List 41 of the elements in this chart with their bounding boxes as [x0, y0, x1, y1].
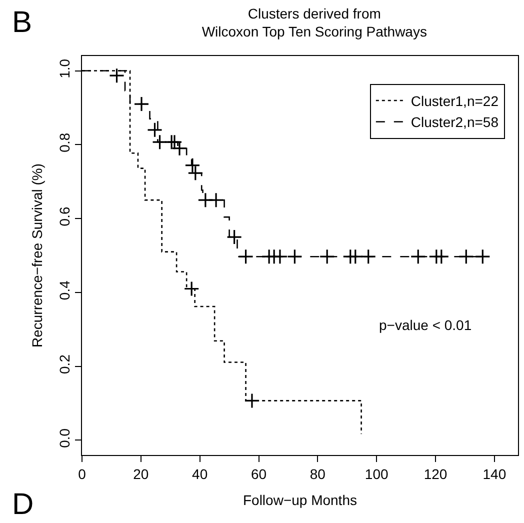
- x-tick-label: 140: [482, 466, 506, 482]
- y-tick-label: 1.0: [56, 58, 72, 78]
- point: [348, 248, 364, 264]
- point: [434, 248, 450, 264]
- x-tick-label: 100: [364, 466, 388, 482]
- point: [360, 248, 376, 264]
- x-tick-label: 60: [250, 466, 267, 482]
- point: [146, 122, 163, 138]
- y-tick-label: 0.8: [56, 132, 72, 152]
- point: [108, 68, 125, 84]
- chart-title: Clusters derived from Wilcoxon Top Ten Scoring Pathways: [202, 5, 427, 40]
- text: B: [12, 6, 32, 39]
- x-axis-title: Follow−up Months: [242, 492, 358, 508]
- x-tick-label: 0: [78, 466, 86, 482]
- point: [208, 192, 224, 208]
- x-tick-label: 120: [424, 466, 448, 482]
- point: [238, 248, 254, 264]
- point: [184, 158, 200, 174]
- x-tick-label: 80: [310, 466, 326, 482]
- point: [184, 280, 200, 297]
- y-tick-label: 0.6: [56, 206, 72, 226]
- y-axis-title: Recurrence−free Survival (%): [29, 163, 45, 348]
- point: [474, 248, 490, 264]
- legend-label: Cluster2,n=58: [410, 114, 499, 130]
- x-tick-label: 20: [133, 466, 149, 482]
- point: [286, 248, 302, 264]
- point: [458, 248, 474, 264]
- point: [188, 165, 204, 181]
- y-tick-label: 0.0: [56, 428, 72, 448]
- point: [410, 248, 426, 264]
- y-tick-label: 0.2: [56, 354, 72, 374]
- x-tick-label: 40: [192, 466, 208, 482]
- point: [319, 248, 335, 264]
- legend-label: Cluster1,n=22: [410, 92, 499, 109]
- y-tick-label: 0.4: [56, 280, 72, 300]
- point: [272, 248, 288, 264]
- annotation: p−value < 0.01: [379, 317, 472, 333]
- point: [226, 229, 242, 245]
- point: [244, 392, 260, 408]
- point: [134, 96, 150, 112]
- text: D: [12, 488, 34, 521]
